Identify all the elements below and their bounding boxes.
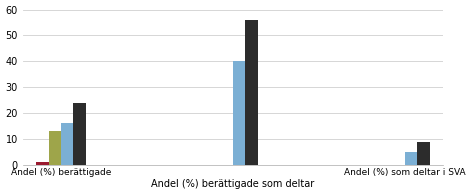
X-axis label: Andel (%) berättigade som deltar: Andel (%) berättigade som deltar: [151, 179, 315, 190]
Bar: [49, 131, 61, 165]
Bar: [73, 103, 86, 165]
Bar: [417, 142, 430, 165]
Bar: [233, 61, 246, 165]
Bar: [36, 162, 49, 165]
Bar: [405, 152, 417, 165]
Bar: [61, 123, 73, 165]
Bar: [246, 20, 258, 165]
